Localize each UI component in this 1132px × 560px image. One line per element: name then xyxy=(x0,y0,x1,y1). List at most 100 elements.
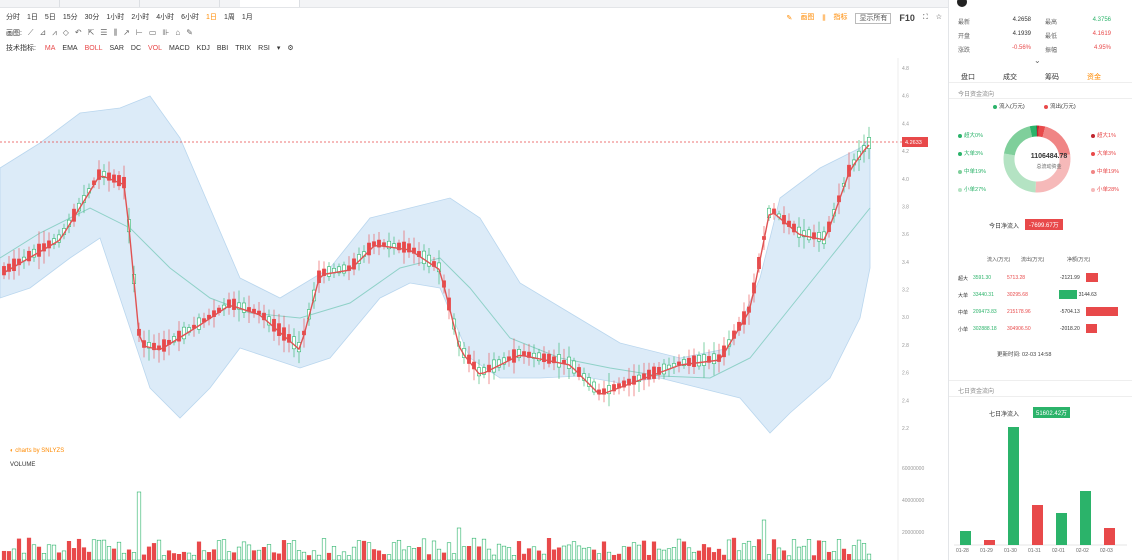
draw-tool-icon[interactable]: ⊿ xyxy=(39,28,47,37)
panel-tab-2[interactable]: 筹码 xyxy=(1045,74,1059,81)
indicator-kdj[interactable]: KDJ xyxy=(196,45,210,52)
indicator-rsi[interactable]: RSI xyxy=(258,45,270,52)
draw-tool-icon[interactable]: ↗ xyxy=(123,28,130,37)
indicator-more[interactable]: ▾ xyxy=(276,45,281,52)
volume-bar xyxy=(811,555,817,560)
volume-bar xyxy=(381,554,387,560)
volume-bar xyxy=(491,554,497,560)
indicator-ema[interactable]: EMA xyxy=(62,45,78,52)
period-4[interactable]: 30分 xyxy=(84,14,100,21)
draw-tool-icon[interactable]: ✎ xyxy=(186,28,193,37)
period-2[interactable]: 5日 xyxy=(44,14,56,21)
period-0[interactable]: 分时 xyxy=(6,14,20,21)
volume-bar xyxy=(256,549,262,560)
draw-tool-icon[interactable]: ⫼ xyxy=(113,28,118,37)
table-header-net: 净额(万元) xyxy=(1067,257,1091,263)
candle-body xyxy=(692,355,696,367)
period-10[interactable]: 1周 xyxy=(223,14,235,21)
browser-tab[interactable] xyxy=(0,0,60,7)
volume-bar xyxy=(846,554,852,560)
period-5[interactable]: 1小时 xyxy=(106,14,125,21)
browser-tab[interactable] xyxy=(80,0,140,7)
volume-bar xyxy=(31,544,37,560)
indicator-macd[interactable]: MACD xyxy=(169,45,190,52)
candle-body xyxy=(337,266,341,274)
chart-watermark-text: charts by SNLYZS xyxy=(15,448,65,454)
candlestick-chart[interactable]: 4.2633 4.8 4.6 4.4 4.2 4.0 3.8 3.6 3.4 3.2 3.0 2.8 2… xyxy=(0,58,940,458)
period-9[interactable]: 1日 xyxy=(206,14,217,21)
candle-body xyxy=(637,374,641,382)
draw-tool-icon[interactable]: ▭ xyxy=(148,28,157,37)
indicator-boll[interactable]: BOLL xyxy=(84,45,103,52)
volume-bar xyxy=(611,554,617,560)
show-all-button[interactable]: 显示所有 xyxy=(855,12,892,24)
volume-chart[interactable]: 60000000 40000000 20000000 xyxy=(0,458,940,560)
volume-bar xyxy=(191,554,197,560)
draw-tool-icon[interactable]: ☰ xyxy=(100,28,108,37)
draw-toolbar: 画图: ⟋ ⊿ ⩘ ◇ ↶ ⇱ ☰ ⫼ ↗ ⊢ ▭ ⊪ ⌂ ✎ xyxy=(6,26,199,40)
draw-button[interactable]: ✎ 画图 xyxy=(787,11,815,26)
draw-tool-icon[interactable]: ◇ xyxy=(62,28,69,37)
price-tick-label: 3.2 xyxy=(902,288,909,294)
draw-tool-icon[interactable]: ⊪ xyxy=(162,28,170,37)
price-tick-label: 2.4 xyxy=(902,398,909,404)
indicator-bbi[interactable]: BBI xyxy=(216,45,229,52)
week-date-label: 01-29 xyxy=(980,548,993,554)
indicator-sar[interactable]: SAR xyxy=(109,45,124,52)
volume-bar xyxy=(776,547,782,560)
fund-row-out: 304906.50 xyxy=(1007,326,1031,332)
candle-body xyxy=(702,354,706,366)
period-7[interactable]: 4小时 xyxy=(156,14,175,21)
period-3[interactable]: 15分 xyxy=(62,14,78,21)
draw-tool-icon[interactable]: ⇱ xyxy=(87,28,95,37)
panel-tab-3[interactable]: 资金 xyxy=(1087,74,1101,81)
panel-tab-1[interactable]: 成交 xyxy=(1003,74,1017,81)
browser-tab[interactable] xyxy=(160,0,220,7)
candle-body xyxy=(632,375,636,385)
panel-tab-0[interactable]: 盘口 xyxy=(961,74,975,81)
divider xyxy=(949,380,1132,381)
period-1[interactable]: 1日 xyxy=(27,14,38,21)
fullscreen-icon[interactable]: ⛶ xyxy=(922,14,928,22)
volume-bar xyxy=(636,544,642,560)
gear-icon[interactable]: ⚙ xyxy=(287,45,294,52)
chevron-down-icon[interactable]: ⌄ xyxy=(1034,56,1041,65)
legend-inflow-label: 流入(万元) xyxy=(999,104,1025,110)
f10-button[interactable]: F10 xyxy=(899,13,915,24)
indicator-vol[interactable]: VOL xyxy=(148,45,163,52)
right-panel: 最新 4.2658 最高 4.3756 开盘 4.1939 最低 4.1619 涨跌 -0.56%… xyxy=(948,0,1132,560)
volume-bar xyxy=(781,550,787,560)
draw-tool-icon[interactable]: ↶ xyxy=(74,28,82,37)
legend-label: 小单 xyxy=(1097,187,1109,193)
volume-bar xyxy=(136,491,142,560)
draw-tools-label: 画图: xyxy=(6,30,22,37)
draw-tool-icon[interactable]: ⌂ xyxy=(175,28,181,37)
period-6[interactable]: 2小时 xyxy=(131,14,150,21)
volume-bar xyxy=(341,551,347,560)
legend-pct: 19% xyxy=(1108,169,1120,175)
browser-tab-active[interactable] xyxy=(240,0,300,7)
week-date-label: 02-01 xyxy=(1052,548,1065,554)
period-11[interactable]: 1月 xyxy=(241,14,253,21)
star-icon[interactable]: ☆ xyxy=(935,14,942,22)
candle-body xyxy=(517,348,521,359)
draw-tool-icon[interactable]: ⟋ xyxy=(27,28,34,37)
volume-bar xyxy=(226,551,232,560)
period-8[interactable]: 6小时 xyxy=(181,14,200,21)
week-flow-chart xyxy=(954,427,1127,546)
indicator-trix[interactable]: TRIX xyxy=(235,45,252,52)
legend-dot xyxy=(958,169,962,174)
volume-bar xyxy=(716,548,722,560)
draw-tool-icon[interactable]: ⩘ xyxy=(52,28,57,37)
candle-body xyxy=(647,369,651,380)
volume-bar xyxy=(71,548,77,560)
volume-bar xyxy=(831,551,837,560)
candle-body xyxy=(37,243,41,257)
indicator-dc[interactable]: DC xyxy=(130,45,142,52)
indicator-button[interactable]: ⫼ 指标 xyxy=(822,11,847,26)
legend-pct: 3% xyxy=(1108,151,1116,157)
bollinger-mid-line xyxy=(0,207,871,379)
indicator-ma[interactable]: MA xyxy=(44,45,56,52)
draw-tool-icon[interactable]: ⊢ xyxy=(135,28,143,37)
volume-bar xyxy=(51,544,57,560)
